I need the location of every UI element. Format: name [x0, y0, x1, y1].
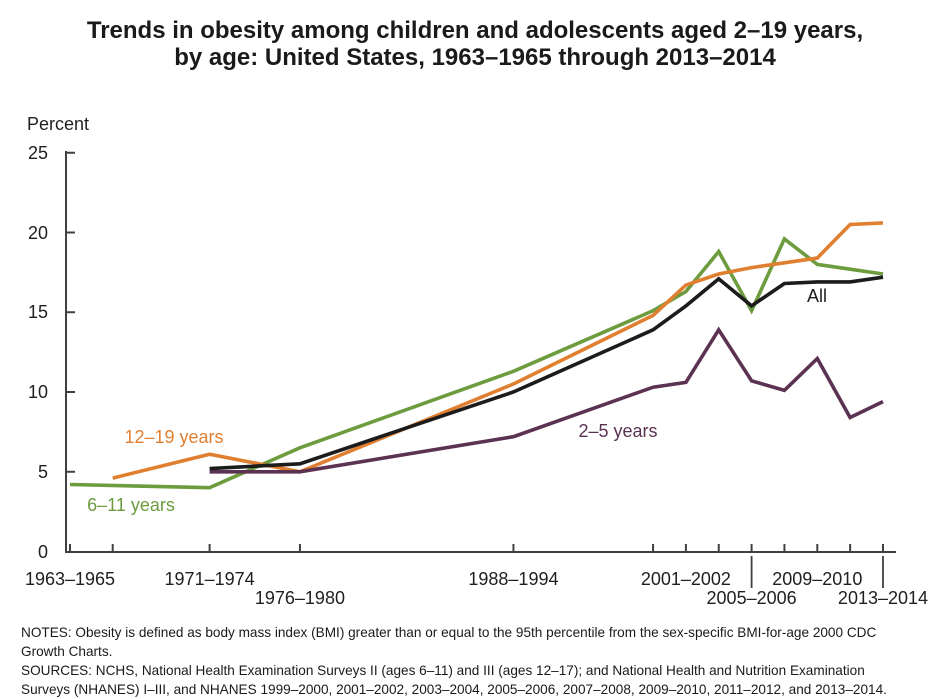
y-axis-title: Percent [27, 114, 90, 134]
series-line-12-19-years [112, 221, 884, 480]
footnote-notes-line-1: NOTES: Obesity is defined as body mass i… [21, 625, 877, 640]
series-label-2-5-years: 2–5 years [578, 421, 658, 441]
figure-title-line-1: Trends in obesity among children and ado… [86, 17, 864, 44]
x-tick-label: 1976–1980 [254, 588, 345, 608]
x-tick-label: 2005–2006 [706, 588, 797, 608]
series-line-all [209, 275, 884, 471]
footnote-sources-line-2: Surveys (NHANES) I–III, and NHANES 1999–… [21, 682, 887, 697]
figure-title-line-2: by age: United States, 1963–1965 through… [174, 44, 776, 71]
series-line-2-5-years [209, 326, 884, 474]
figure-title: Trends in obesity among children and ado… [0, 17, 950, 71]
x-tick-label: 1963–1965 [24, 569, 116, 589]
x-tick-label: 1988–1994 [468, 569, 559, 589]
y-tick-label: 15 [27, 302, 48, 323]
series-line-6-11-years [69, 236, 884, 490]
series-label-all: All [806, 286, 828, 306]
x-tick-label: 2001–2002 [640, 569, 731, 589]
series-label-6-11-years: 6–11 years [87, 495, 175, 515]
y-tick-label: 20 [27, 222, 48, 243]
footnote-notes-line-2: Growth Charts. [21, 644, 113, 659]
x-tick-label: 2013–2014 [837, 588, 929, 608]
y-tick-label: 10 [27, 382, 48, 402]
y-tick-label: 5 [37, 461, 48, 482]
y-tick-label: 25 [27, 142, 48, 163]
footnote-sources-line-1: SOURCES: NCHS, National Health Examinati… [21, 663, 865, 678]
footnotes: NOTES: Obesity is defined as body mass i… [21, 623, 929, 699]
x-tick-label: 1971–1974 [164, 569, 255, 589]
series-label-12-19-years: 12–19 years [124, 427, 224, 447]
x-tick-label: 2009–2010 [772, 569, 863, 589]
y-tick-label: 0 [37, 541, 48, 562]
